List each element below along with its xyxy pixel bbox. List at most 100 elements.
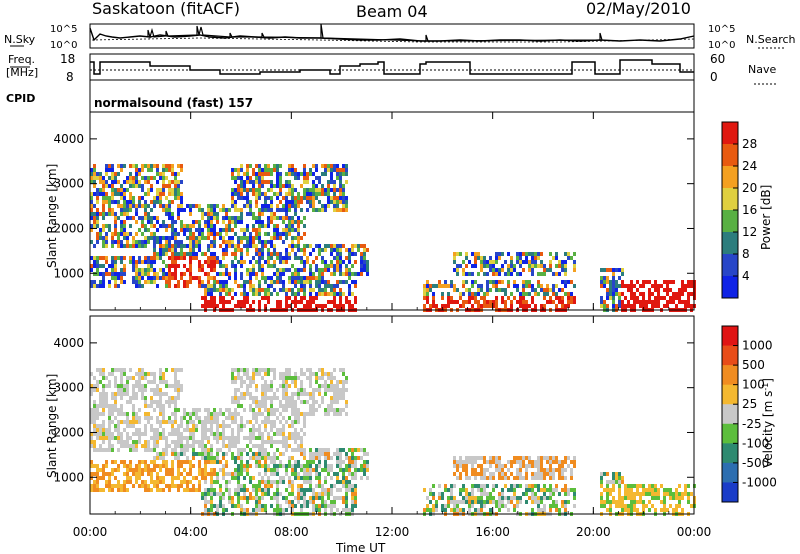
- echo-cell: [309, 488, 312, 492]
- echo-cell: [495, 456, 498, 460]
- echo-cell: [462, 496, 465, 500]
- echo-cell: [171, 232, 174, 236]
- echo-cell: [102, 272, 105, 276]
- echo-cell: [105, 236, 108, 240]
- echo-cell: [276, 256, 279, 260]
- echo-cell: [96, 488, 99, 492]
- echo-cell: [216, 256, 219, 260]
- echo-cell: [621, 476, 624, 480]
- echo-cell: [612, 476, 615, 480]
- echo-cell: [114, 284, 117, 288]
- echo-cell: [210, 260, 213, 264]
- echo-cell: [327, 472, 330, 476]
- echo-cell: [258, 300, 261, 304]
- echo-cell: [324, 204, 327, 208]
- echo-cell: [327, 192, 330, 196]
- echo-cell: [630, 492, 633, 496]
- echo-cell: [429, 304, 432, 308]
- echo-cell: [99, 192, 102, 196]
- echo-cell: [279, 492, 282, 496]
- echo-cell: [165, 236, 168, 240]
- echo-cell: [360, 260, 363, 264]
- echo-cell: [429, 288, 432, 292]
- echo-cell: [105, 168, 108, 172]
- echo-cell: [219, 460, 222, 464]
- echo-cell: [159, 200, 162, 204]
- echo-cell: [183, 416, 186, 420]
- echo-cell: [333, 472, 336, 476]
- echo-cell: [291, 424, 294, 428]
- echo-cell: [237, 172, 240, 176]
- echo-cell: [675, 488, 678, 492]
- echo-cell: [153, 484, 156, 488]
- echo-cell: [438, 284, 441, 288]
- echo-cell: [555, 292, 558, 296]
- echo-cell: [129, 180, 132, 184]
- echo-cell: [294, 208, 297, 212]
- echo-cell: [342, 500, 345, 504]
- echo-cell: [267, 488, 270, 492]
- echo-cell: [90, 224, 93, 228]
- echo-cell: [618, 480, 621, 484]
- echo-cell: [171, 192, 174, 196]
- echo-cell: [348, 248, 351, 252]
- echo-cell: [309, 384, 312, 388]
- echo-cell: [564, 264, 567, 268]
- echo-cell: [222, 208, 225, 212]
- echo-cell: [657, 488, 660, 492]
- echo-cell: [288, 200, 291, 204]
- echo-cell: [303, 288, 306, 292]
- echo-cell: [660, 484, 663, 488]
- echo-cell: [207, 208, 210, 212]
- echo-cell: [126, 416, 129, 420]
- echo-cell: [612, 480, 615, 484]
- echo-cell: [294, 460, 297, 464]
- echo-cell: [144, 488, 147, 492]
- echo-cell: [333, 244, 336, 248]
- echo-cell: [186, 224, 189, 228]
- echo-cell: [156, 400, 159, 404]
- echo-cell: [144, 396, 147, 400]
- echo-cell: [192, 440, 195, 444]
- echo-cell: [552, 300, 555, 304]
- echo-cell: [144, 432, 147, 436]
- echo-cell: [117, 368, 120, 372]
- echo-cell: [189, 412, 192, 416]
- echo-cell: [105, 384, 108, 388]
- echo-cell: [210, 204, 213, 208]
- echo-cell: [360, 264, 363, 268]
- echo-cell: [321, 192, 324, 196]
- echo-cell: [687, 304, 690, 308]
- echo-cell: [465, 252, 468, 256]
- echo-cell: [204, 472, 207, 476]
- echo-cell: [150, 168, 153, 172]
- echo-cell: [264, 288, 267, 292]
- echo-cell: [306, 368, 309, 372]
- echo-cell: [255, 444, 258, 448]
- echo-cell: [93, 448, 96, 452]
- echo-cell: [243, 204, 246, 208]
- echo-cell: [177, 472, 180, 476]
- echo-cell: [123, 420, 126, 424]
- echo-cell: [264, 468, 267, 472]
- echo-cell: [102, 264, 105, 268]
- echo-cell: [522, 268, 525, 272]
- echo-cell: [114, 476, 117, 480]
- echo-cell: [168, 396, 171, 400]
- echo-cell: [177, 440, 180, 444]
- echo-cell: [279, 208, 282, 212]
- echo-cell: [306, 400, 309, 404]
- echo-cell: [174, 172, 177, 176]
- echo-cell: [102, 424, 105, 428]
- echo-cell: [480, 504, 483, 508]
- echo-cell: [228, 228, 231, 232]
- echo-cell: [210, 484, 213, 488]
- echo-cell: [297, 196, 300, 200]
- echo-cell: [480, 496, 483, 500]
- echo-cell: [159, 480, 162, 484]
- echo-cell: [207, 288, 210, 292]
- echo-cell: [141, 196, 144, 200]
- echo-cell: [120, 436, 123, 440]
- echo-cell: [291, 456, 294, 460]
- echo-cell: [333, 368, 336, 372]
